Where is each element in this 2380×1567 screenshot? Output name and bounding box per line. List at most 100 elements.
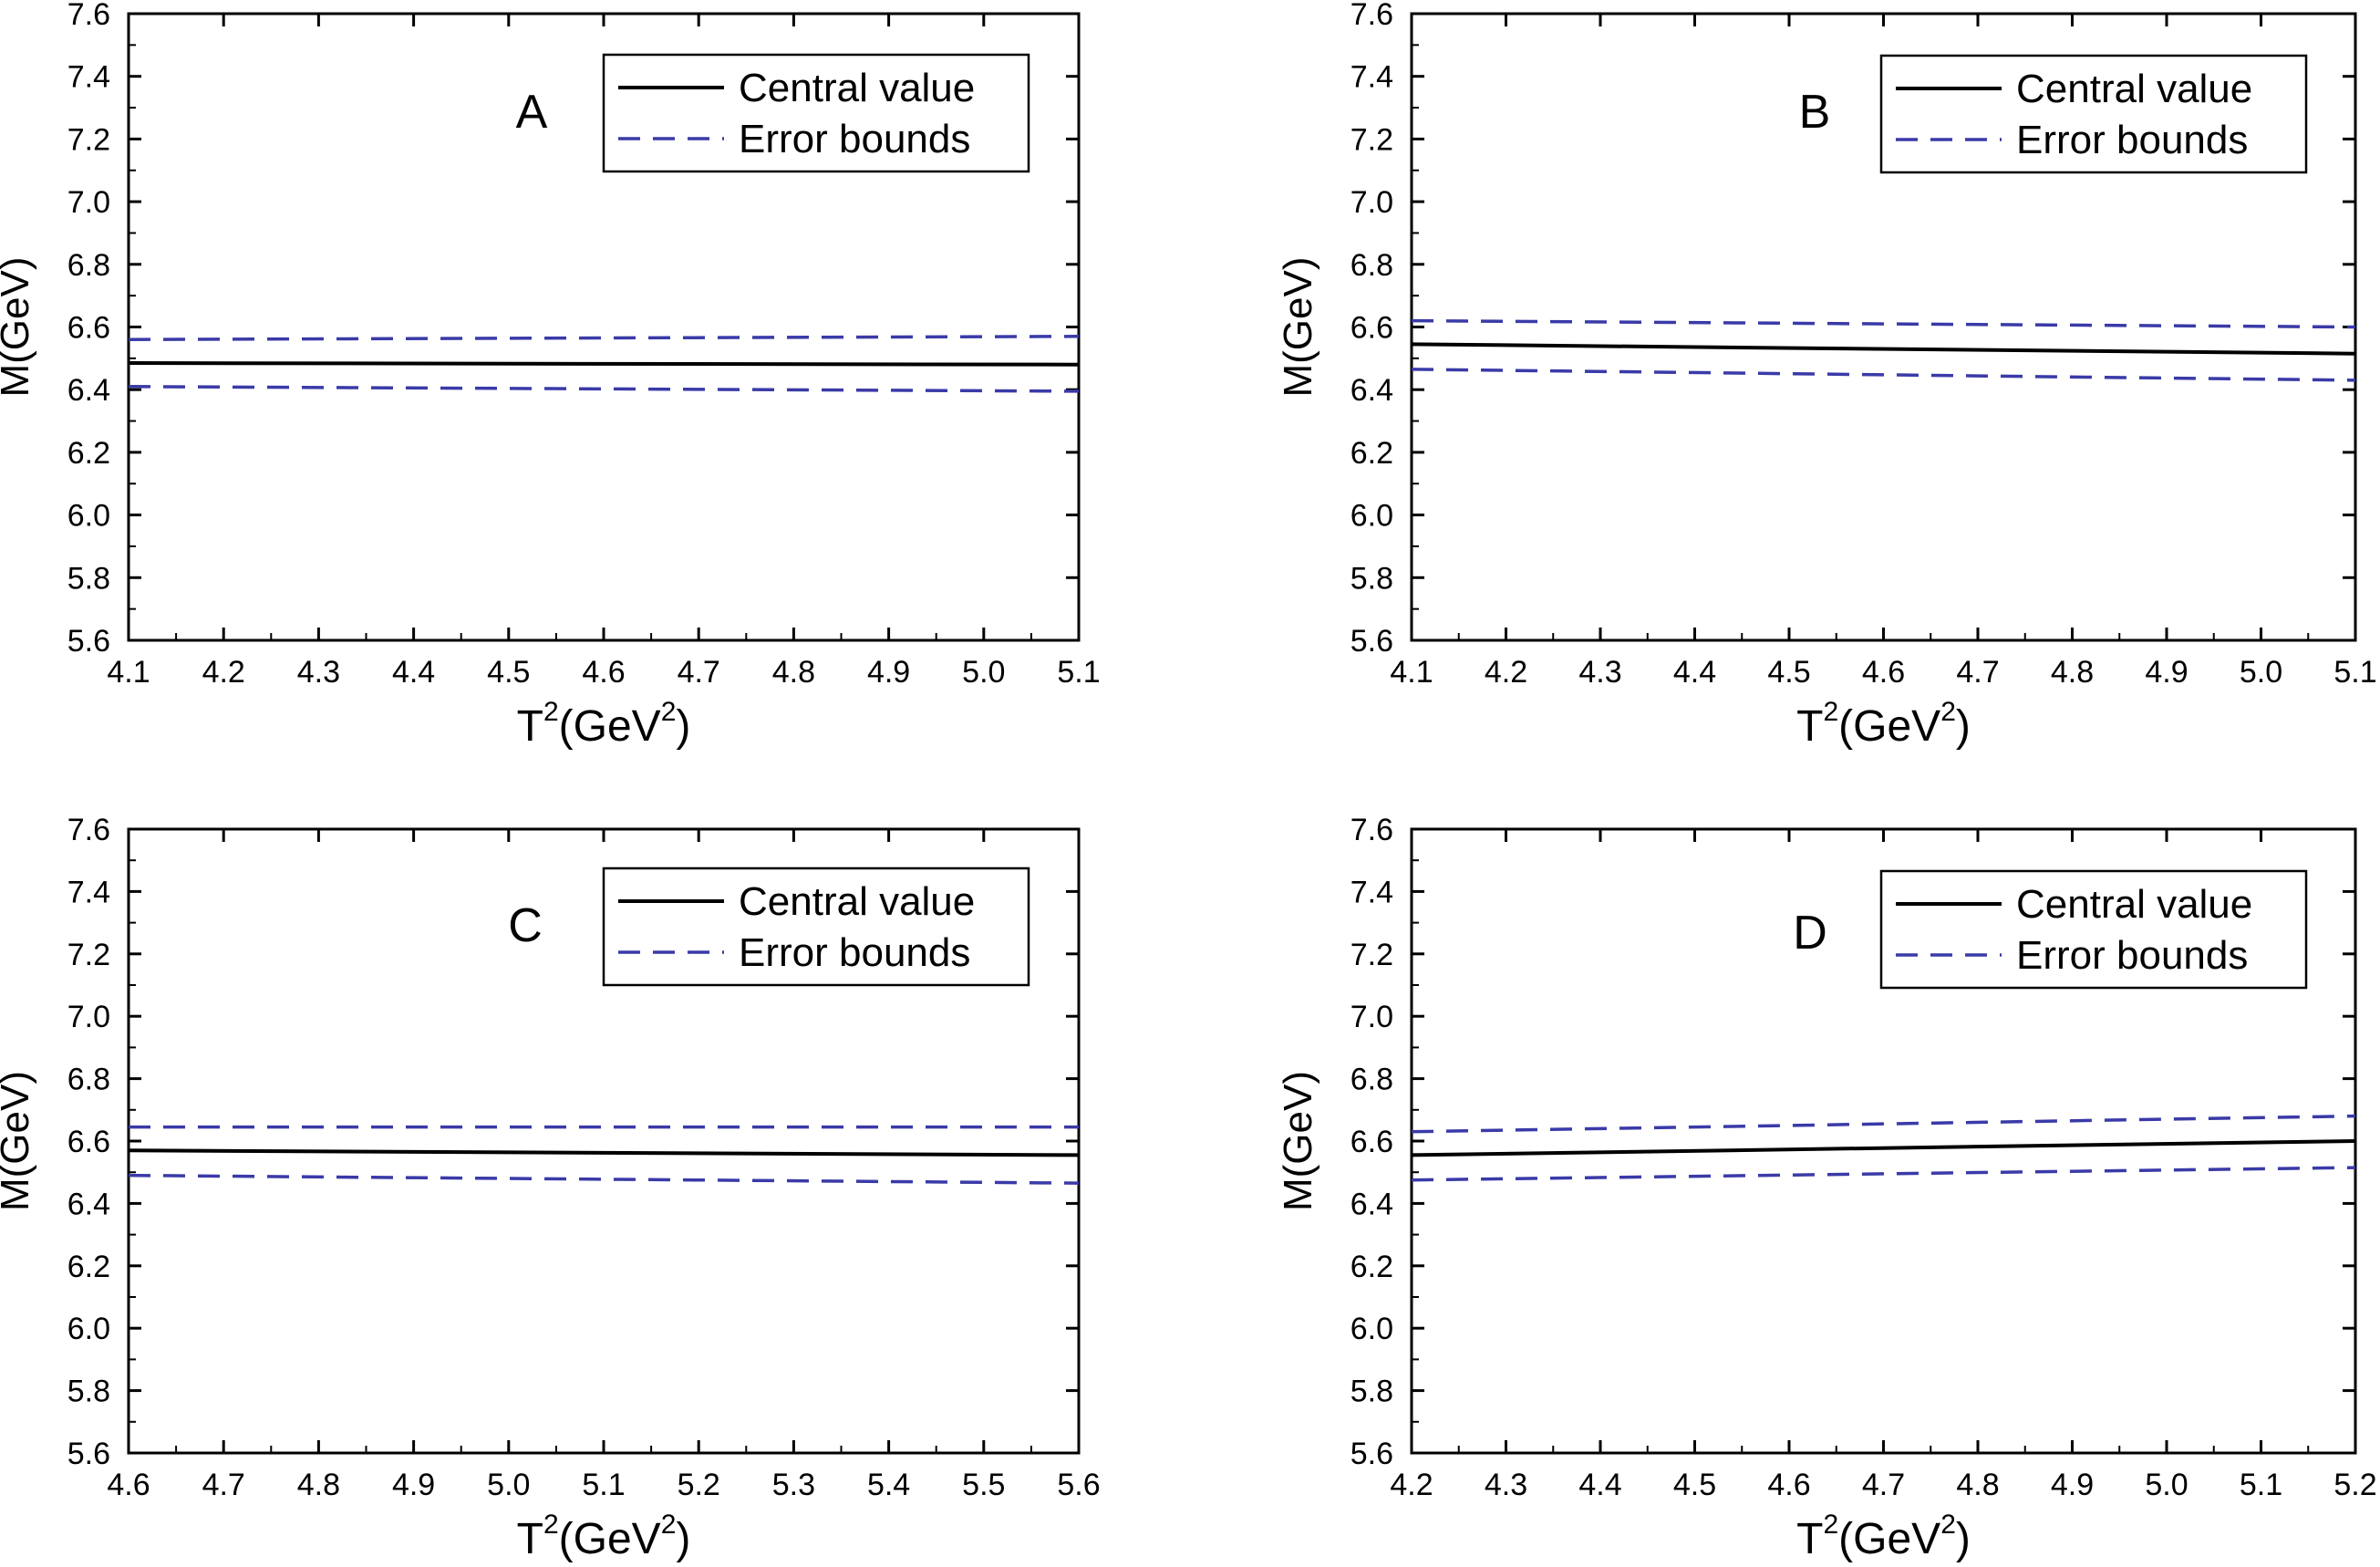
y-axis-label: M(GeV) — [0, 1071, 37, 1211]
x-tick-label: 5.0 — [2145, 1468, 2188, 1502]
x-tick-label: 4.2 — [1485, 655, 1527, 690]
x-tick-label: 4.4 — [392, 655, 435, 690]
legend-label-bounds: Error bounds — [2016, 118, 2248, 162]
legend-label-bounds: Error bounds — [739, 930, 970, 975]
y-tick-label: 5.6 — [67, 1437, 110, 1471]
legend-box — [602, 53, 1030, 173]
y-tick-label: 6.4 — [67, 373, 110, 408]
panel-b: 4.1 4.2 4.3 4.4 4.5 4.6 4.7 4.8 4.9 5.0 5.1 5.6 5.8 6… — [1276, 0, 2377, 751]
y-tick-label: 5.8 — [67, 1375, 110, 1409]
x-tick-label: 4.9 — [2051, 1468, 2094, 1502]
x-tick-label: 5.2 — [2333, 1468, 2376, 1502]
x-tick-label: 4.2 — [1390, 1468, 1433, 1502]
lower-bound-line — [128, 385, 1080, 393]
x-axis-label: T2(GeV2) — [517, 1510, 691, 1563]
central-value-line — [1411, 1139, 2356, 1157]
upper-bound-line — [128, 335, 1080, 341]
x-axis-label-part: ) — [676, 1515, 690, 1563]
x-axis-label: T2(GeV2) — [517, 697, 691, 751]
x-axis-label-part: 2 — [1940, 1510, 1956, 1540]
y-tick-label: 5.6 — [67, 624, 110, 659]
x-tick-label: 5.0 — [487, 1468, 530, 1502]
x-axis-label-part: 2 — [1823, 697, 1838, 727]
y-tick-label: 6.6 — [1350, 1125, 1393, 1159]
x-axis-label-part: 2 — [1823, 1510, 1838, 1540]
x-axis-label-part: T — [1796, 702, 1823, 751]
legend-box — [1879, 869, 2308, 990]
x-axis-label-part: (GeV — [559, 702, 661, 751]
y-tick-label: 7.2 — [67, 122, 110, 157]
x-axis-label: T2(GeV2) — [1796, 1510, 1971, 1563]
x-tick-label: 4.4 — [1578, 1468, 1621, 1502]
panel-a: 4.1 4.2 4.3 4.4 4.5 4.6 4.7 4.8 4.9 5.0 5.1 5.6 5.8 6… — [0, 0, 1101, 751]
panel-d: 4.2 4.3 4.4 4.5 4.6 4.7 4.8 4.9 5.0 5.1 5.2 5.6 5.8 6… — [1276, 813, 2377, 1563]
legend: Central value Error bounds — [602, 53, 1030, 173]
x-axis-label-part: (GeV — [1838, 1515, 1940, 1563]
y-tick-label: 6.2 — [67, 1250, 110, 1284]
x-tick-label: 4.4 — [1673, 655, 1716, 690]
x-tick-label: 4.7 — [1956, 655, 1999, 690]
y-tick-label: 7.2 — [1350, 122, 1393, 157]
x-tick-label: 4.8 — [772, 655, 815, 690]
x-tick-label: 4.6 — [582, 655, 625, 690]
x-tick-label: 4.8 — [297, 1468, 340, 1502]
y-tick-label: 6.0 — [1350, 1312, 1393, 1346]
x-tick-label: 5.0 — [962, 655, 1005, 690]
y-tick-label: 7.2 — [67, 938, 110, 972]
lower-bound-line — [128, 1173, 1080, 1185]
x-tick-label: 4.8 — [1956, 1468, 1999, 1502]
x-axis-label-part: T — [517, 702, 543, 751]
x-tick-label: 5.1 — [582, 1468, 625, 1502]
x-axis-label-part: 2 — [543, 1510, 559, 1540]
x-tick-label: 4.7 — [678, 655, 720, 690]
y-tick-label: 6.6 — [67, 1125, 110, 1159]
upper-bound-line — [1411, 318, 2356, 329]
x-tick-label: 4.7 — [1862, 1468, 1905, 1502]
y-tick-label: 5.6 — [1350, 624, 1393, 659]
y-tick-label: 6.4 — [1350, 1187, 1393, 1221]
x-axis-label-part: ) — [1956, 1515, 1971, 1563]
x-tick-label: 4.1 — [107, 655, 150, 690]
y-tick-label: 6.8 — [67, 1063, 110, 1097]
x-tick-label: 5.0 — [2240, 655, 2282, 690]
x-tick-label: 4.6 — [1767, 1468, 1810, 1502]
x-tick-label: 4.9 — [2145, 655, 2188, 690]
x-tick-label: 5.6 — [1057, 1468, 1100, 1502]
central-value-line — [128, 1148, 1080, 1157]
legend: Central value Error bounds — [602, 867, 1030, 987]
panel-label: B — [1799, 86, 1831, 139]
x-tick-label: 5.1 — [2240, 1468, 2282, 1502]
x-tick-label: 5.4 — [867, 1468, 910, 1502]
y-axis-label: M(GeV) — [1276, 257, 1320, 398]
y-tick-label: 7.6 — [1350, 813, 1393, 847]
upper-bound-line — [1411, 1114, 2356, 1134]
y-tick-label: 7.6 — [1350, 0, 1393, 32]
y-tick-label: 5.8 — [1350, 1375, 1393, 1409]
y-tick-label: 6.8 — [1350, 248, 1393, 283]
y-tick-label: 5.8 — [1350, 561, 1393, 596]
y-tick-label: 6.0 — [1350, 499, 1393, 534]
legend-label-central: Central value — [2016, 882, 2252, 927]
y-axis-label: M(GeV) — [0, 257, 37, 398]
x-tick-label: 4.1 — [1390, 655, 1433, 690]
x-tick-label: 4.5 — [487, 655, 530, 690]
x-tick-label: 5.5 — [962, 1468, 1005, 1502]
legend-label-central: Central value — [739, 66, 975, 110]
y-tick-label: 6.8 — [67, 248, 110, 283]
panel-label: A — [516, 86, 548, 139]
y-tick-label: 7.6 — [67, 0, 110, 32]
y-tick-label: 5.8 — [67, 561, 110, 596]
y-tick-label: 5.6 — [1350, 1437, 1393, 1471]
x-axis-label-part: 2 — [1940, 697, 1956, 727]
legend-label-central: Central value — [739, 879, 975, 924]
lower-bound-line — [1411, 1166, 2356, 1182]
y-tick-label: 7.4 — [1350, 875, 1393, 909]
y-tick-label: 7.0 — [67, 1000, 110, 1034]
panel-label: D — [1793, 907, 1827, 960]
x-tick-label: 4.3 — [1485, 1468, 1527, 1502]
x-tick-label: 4.3 — [1578, 655, 1621, 690]
x-tick-label: 4.5 — [1767, 655, 1810, 690]
y-tick-label: 6.4 — [1350, 373, 1393, 408]
x-tick-label: 4.9 — [867, 655, 910, 690]
x-tick-label: 4.8 — [2051, 655, 2094, 690]
